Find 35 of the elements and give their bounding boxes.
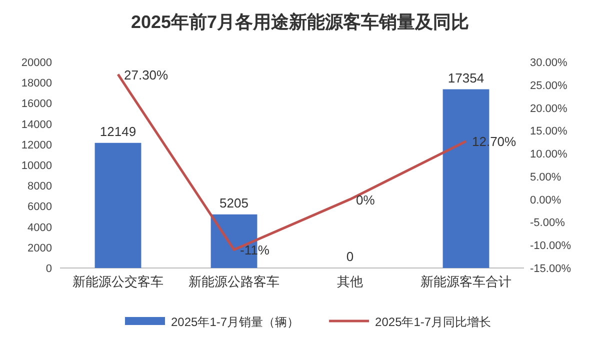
data-label: 17354 (448, 70, 484, 86)
y2-tick-label: 30.00% (530, 57, 568, 69)
data-label: 0 (346, 249, 354, 264)
x-tick-label: 新能源公交客车 (72, 274, 164, 289)
x-tick-label: 新能源客车合计 (420, 274, 512, 289)
y2-tick-label: -15.00% (530, 263, 572, 275)
data-label: 12149 (100, 124, 136, 139)
y-tick-label: 8000 (28, 180, 52, 193)
x-tick-label: 其他 (337, 274, 363, 289)
chart-title: 2025年前7月各用途新能源客车销量及同比 (130, 12, 470, 32)
y-tick-label: 12000 (21, 139, 52, 152)
y2-tick-label: 5.00% (530, 171, 562, 184)
y2-tick-label: 0.00% (530, 194, 562, 206)
y2-tick-label: 15.00% (530, 126, 568, 138)
y2-tick-label: 25.00% (530, 80, 568, 92)
bar (94, 142, 142, 268)
legend-label: 2025年1-7月销量（辆） (171, 315, 300, 329)
y-tick-label: 14000 (21, 118, 52, 131)
x-tick-label: 新能源公路客车 (188, 274, 280, 289)
y-tick-label: 16000 (21, 98, 52, 110)
y-tick-label: 4000 (28, 222, 52, 234)
y-tick-label: 10000 (21, 160, 52, 172)
y2-tick-label: -5.00% (530, 217, 566, 230)
y-tick-label: 20000 (21, 57, 52, 69)
data-label: 27.30% (124, 67, 169, 82)
y-tick-label: 0 (46, 263, 52, 275)
y-tick-label: 6000 (28, 201, 52, 214)
data-label: 5205 (220, 195, 248, 210)
y-tick-label: 18000 (21, 78, 52, 90)
y-tick-label: 2000 (28, 242, 52, 254)
data-label: 0% (356, 192, 376, 208)
y2-tick-label: -10.00% (530, 240, 572, 252)
y2-tick-label: 10.00% (530, 148, 568, 161)
legend-label: 2025年1-7月同比增长 (375, 315, 492, 329)
y2-tick-label: 20.00% (530, 102, 568, 115)
